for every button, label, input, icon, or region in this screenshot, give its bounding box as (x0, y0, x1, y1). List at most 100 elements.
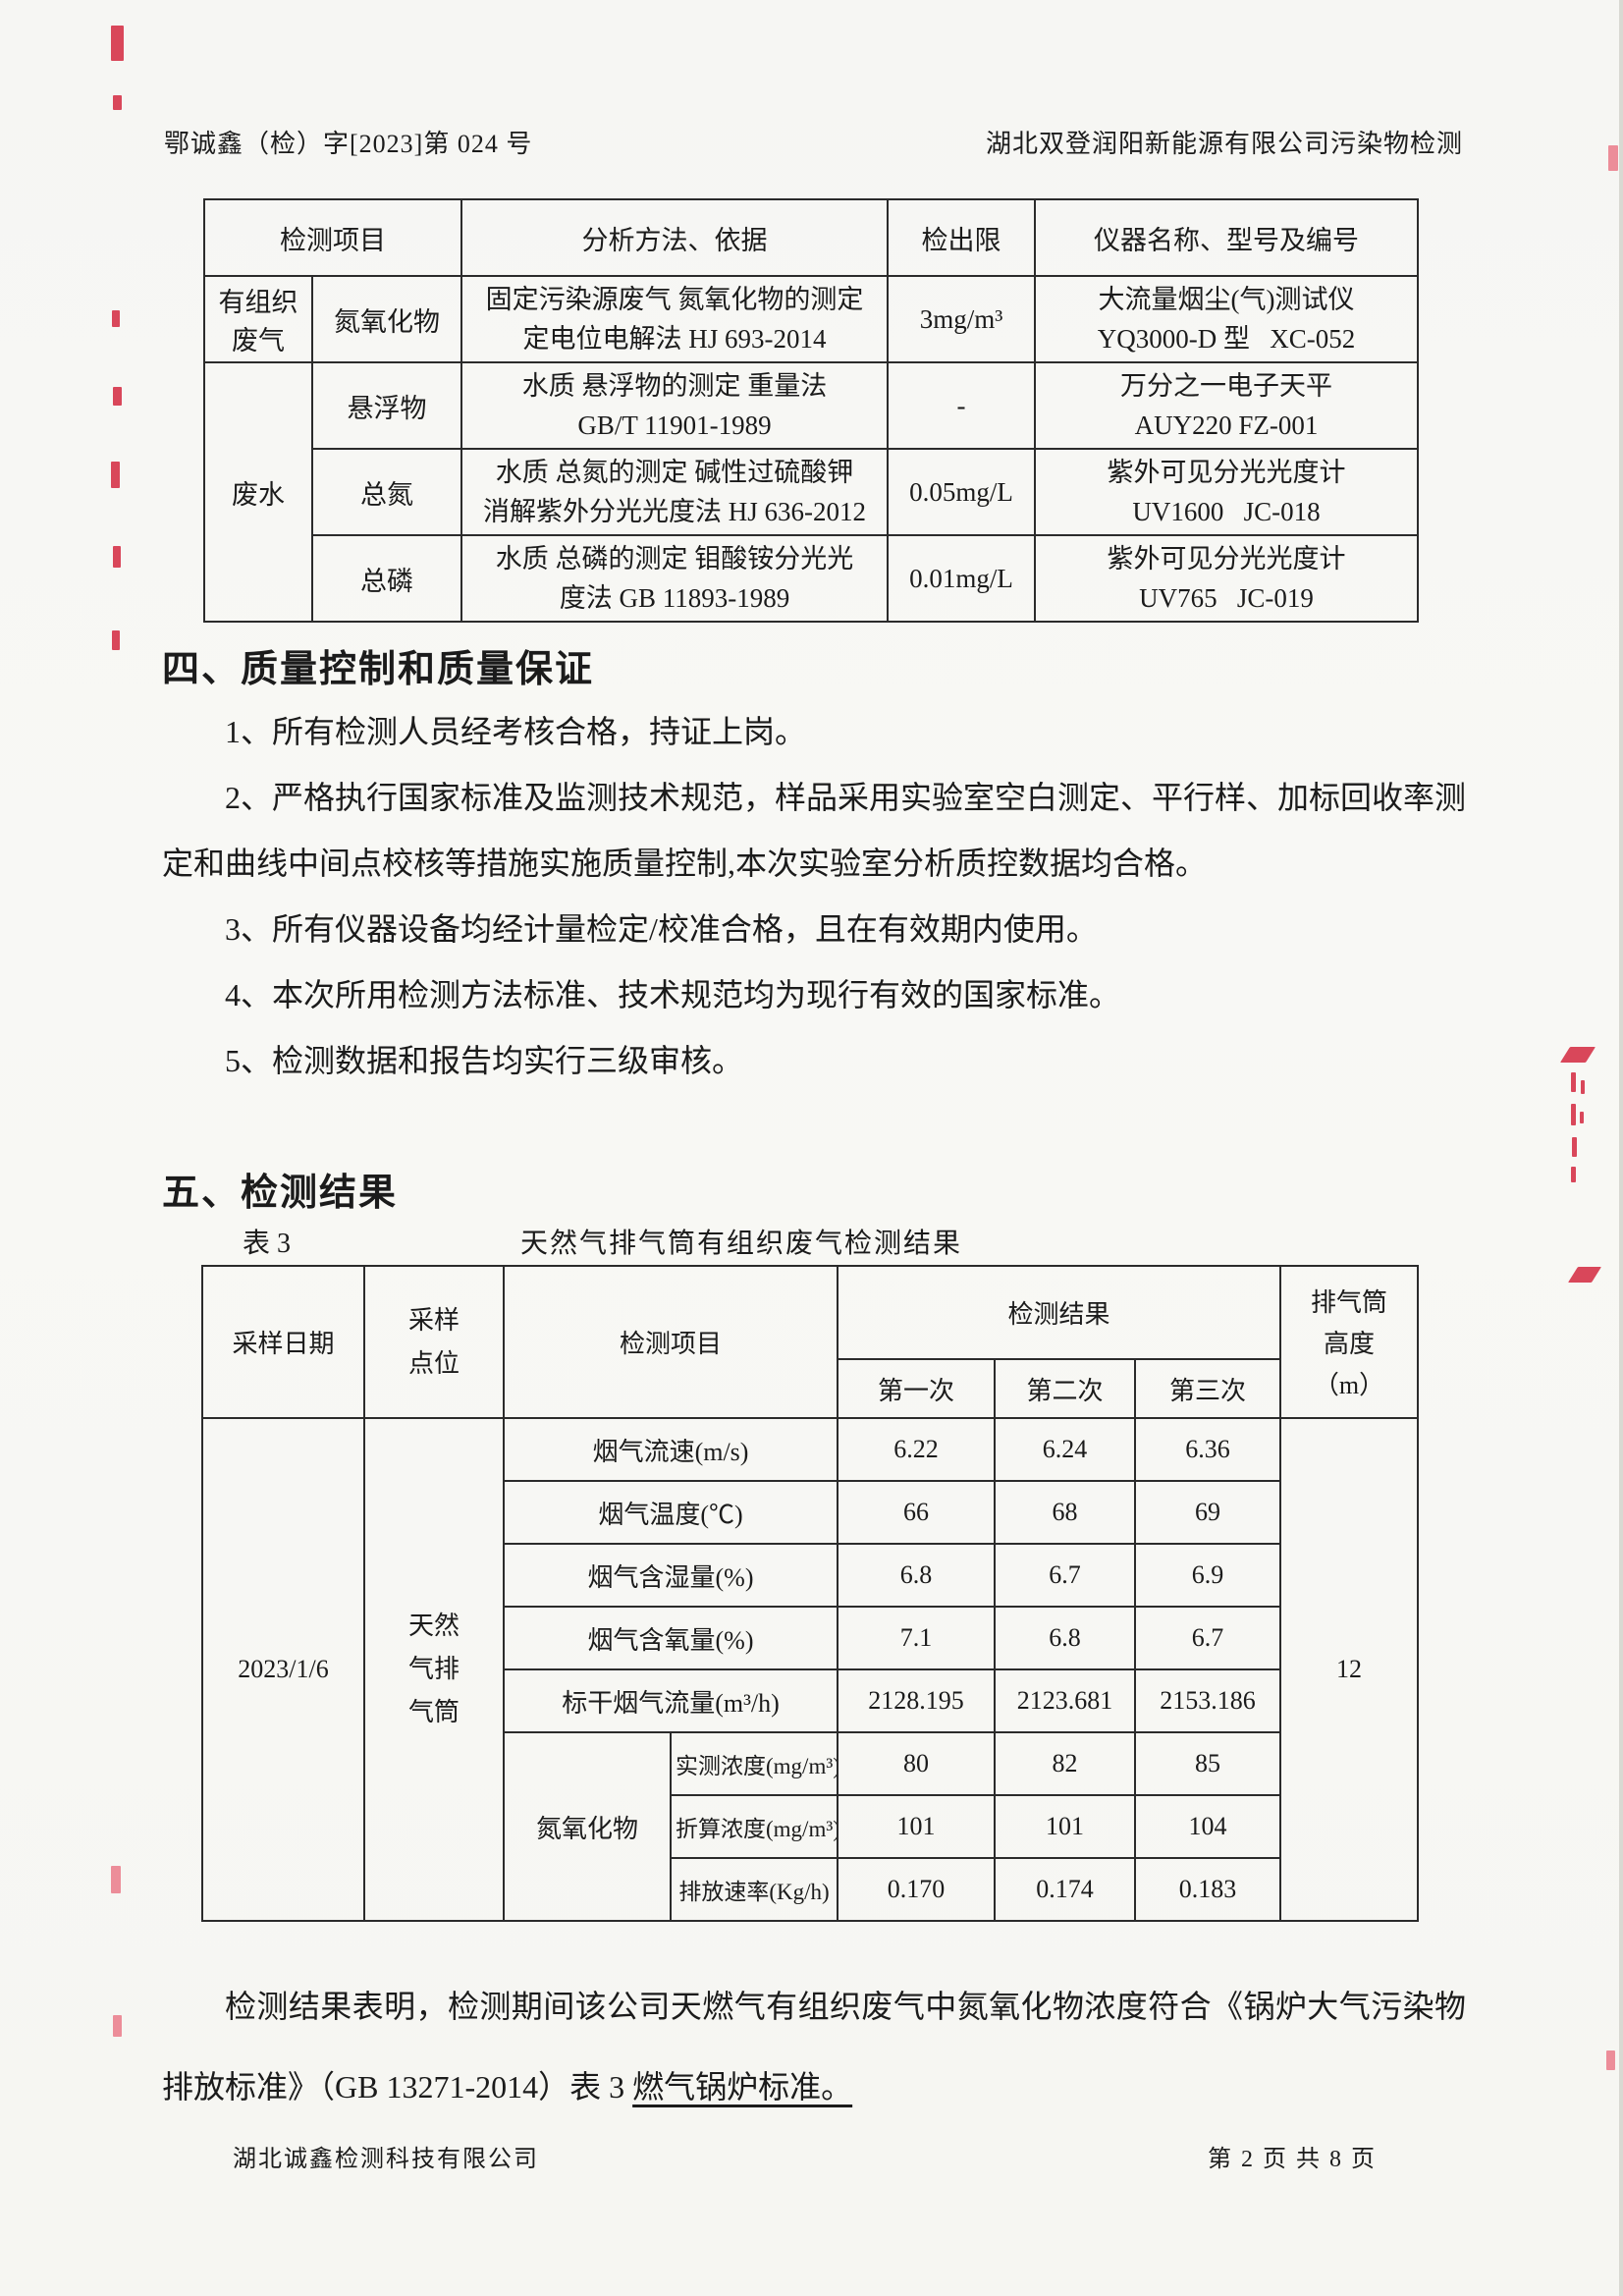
header-test3: 第三次 (1134, 1358, 1282, 1419)
table-row: 烟气含湿量(%) 6.8 6.7 6.9 (202, 1543, 1418, 1608)
method-cell: 水质 总氮的测定 碱性过硫酸钾 消解紫外分光光度法 HJ 636-2012 (460, 448, 889, 536)
method-line: 定电位电解法 HJ 693-2014 (522, 324, 827, 354)
instrument-cell: 大流量烟尘(气)测试仪 YQ3000-D 型 XC-052 (1034, 275, 1419, 363)
red-seal-mark (113, 387, 122, 406)
value-cell: 0.183 (1134, 1857, 1282, 1922)
instrument-line: 紫外可见分光光度计 (1107, 544, 1346, 574)
value-cell: 101 (837, 1794, 997, 1859)
qc-item-3: 3、所有仪器设备均经计量检定/校准合格，且在有效期内使用。 (225, 911, 1098, 947)
value-cell: 7.1 (837, 1606, 997, 1670)
page-footer: 湖北诚鑫检测科技有限公司 第 2 页 共 8 页 (233, 2139, 1377, 2173)
table-row: 标干烟气流量(m³/h) 2128.195 2123.681 2153.186 (202, 1668, 1418, 1733)
method-cell: 固定污染源废气 氮氧化物的测定 定电位电解法 HJ 693-2014 (460, 275, 889, 363)
value-cell: 6.7 (1134, 1606, 1282, 1670)
page-header: 鄂诚鑫（检）字[2023]第 024 号 湖北双登润阳新能源有限公司污染物检测 (164, 124, 1463, 160)
limit-cell: 0.01mg/L (887, 534, 1036, 623)
instrument-line: 大流量烟尘(气)测试仪 (1098, 285, 1355, 314)
category-cell: 有组织废气 (203, 275, 313, 363)
value-cell: 82 (994, 1731, 1137, 1796)
param-cell: 烟气流速(m/s) (502, 1417, 839, 1482)
value-cell: 85 (1134, 1731, 1282, 1796)
nox-label-cell: 氮氧化物 (503, 1731, 672, 1922)
value-cell: 6.22 (837, 1417, 997, 1482)
table-row: 2023/1/6 天然气排气筒 烟气流速(m/s) 6.22 6.24 6.36… (201, 1417, 1420, 1922)
qc-item-2: 2、严格执行国家标准及监测技术规范，样品采用实验室空白测定、平行样、加标回收率测… (162, 780, 1467, 881)
red-seal-mark (111, 1866, 121, 1893)
param-cell: 烟气含氧量(%) (502, 1606, 839, 1670)
red-seal-mark (1571, 1104, 1576, 1125)
header-test1: 第一次 (837, 1358, 997, 1419)
header-stack-height-text: 排气筒高度 (1311, 1288, 1388, 1358)
value-cell: 101 (994, 1794, 1137, 1859)
conclusion-text: 检测结果表明，检测期间该公司天燃气有组织废气中氮氧化物浓度符合《锅炉大气污染物排… (162, 1966, 1466, 2127)
red-seal-mark (113, 2015, 122, 2037)
red-seal-mark (1580, 1112, 1584, 1123)
red-seal-mark (111, 462, 120, 488)
instrument-line: AUY220 FZ-001 (1134, 410, 1319, 440)
red-seal-mark (113, 546, 121, 568)
red-seal-mark (1608, 145, 1618, 171)
header-test2: 第二次 (994, 1358, 1137, 1419)
param-cell: 烟气含湿量(%) (502, 1543, 839, 1608)
stack-height-cell: 12 (1279, 1417, 1420, 1922)
method-line: 固定污染源废气 氮氧化物的测定 (485, 285, 864, 314)
header-item: 检测项目 (203, 198, 462, 277)
value-cell: 6.36 (1134, 1417, 1282, 1482)
table-row: 有组织废气 氮氧化物 固定污染源废气 氮氧化物的测定 定电位电解法 HJ 693… (203, 275, 1419, 363)
value-cell: 6.8 (994, 1606, 1137, 1670)
category-cell: 废水 (203, 361, 313, 623)
red-seal-mark (1568, 1267, 1601, 1283)
red-seal-mark (112, 630, 120, 650)
table-row: 排放速率(Kg/h) 0.170 0.174 0.183 (202, 1857, 1418, 1922)
instrument-line: 紫外可见分光光度计 (1107, 458, 1346, 487)
param-cell: 标干烟气流量(m³/h) (502, 1668, 839, 1733)
table-row: 烟气含氧量(%) 7.1 6.8 6.7 (202, 1606, 1418, 1670)
sample-point-text: 天然气排气筒 (407, 1612, 460, 1726)
sample-point-cell: 天然气排气筒 (363, 1417, 505, 1922)
table-row: 折算浓度(mg/m³) 101 101 104 (202, 1794, 1418, 1859)
instrument-line: 万分之一电子天平 (1120, 371, 1332, 401)
table-row: 氮氧化物 实测浓度(mg/m³) 80 82 85 (202, 1731, 1418, 1922)
value-cell: 6.24 (994, 1417, 1137, 1482)
method-table: 检测项目 分析方法、依据 检出限 仪器名称、型号及编号 有组织废气 氮氧化物 固… (203, 198, 1419, 623)
section5-title: 五、检测结果 (162, 1173, 399, 1214)
item-cell: 悬浮物 (311, 361, 462, 450)
method-line: 水质 悬浮物的测定 重量法 (521, 371, 828, 401)
footer-page-number: 第 2 页 共 8 页 (1208, 2147, 1377, 2172)
red-seal-mark (1560, 1047, 1596, 1063)
value-cell: 0.170 (837, 1857, 997, 1922)
method-line: 消解紫外分光光度法 HJ 636-2012 (483, 497, 866, 526)
qc-item-1: 1、所有检测人员经考核合格，持证上岗。 (225, 714, 807, 749)
qc-item-5: 5、检测数据和报告均实行三级审核。 (225, 1043, 744, 1078)
method-table-header-row: 检测项目 分析方法、依据 检出限 仪器名称、型号及编号 (203, 198, 1419, 277)
instrument-cell: 紫外可见分光光度计 UV1600 JC-018 (1034, 448, 1419, 536)
method-cell: 水质 悬浮物的测定 重量法 GB/T 11901-1989 (460, 361, 889, 450)
limit-cell: 3mg/m³ (887, 275, 1036, 363)
header-instrument: 仪器名称、型号及编号 (1034, 198, 1419, 277)
param-cell: 排放速率(Kg/h) (669, 1857, 839, 1922)
value-cell: 80 (837, 1731, 997, 1796)
red-seal-mark (112, 310, 120, 327)
doc-number: 鄂诚鑫（检）字[2023]第 024 号 (164, 130, 533, 158)
value-cell: 2153.186 (1134, 1668, 1282, 1733)
item-cell: 氮氧化物 (311, 275, 462, 363)
table-row: 总氮 水质 总氮的测定 碱性过硫酸钾 消解紫外分光光度法 HJ 636-2012… (204, 448, 1419, 536)
item-cell: 总氮 (311, 448, 462, 536)
conclusion-underlined: 燃气锅炉标准。 (632, 2069, 853, 2105)
method-line: 水质 总磷的测定 钼酸铵分光光 (495, 544, 854, 574)
table3-caption-title: 天然气排气筒有组织废气检测结果 (520, 1229, 963, 1259)
header-stack-height-unit: （m） (1313, 1371, 1385, 1399)
instrument-cell: 万分之一电子天平 AUY220 FZ-001 (1034, 361, 1419, 450)
header-param: 检测项目 (502, 1265, 839, 1419)
footer-company: 湖北诚鑫检测科技有限公司 (233, 2147, 539, 2172)
value-cell: 2123.681 (994, 1668, 1137, 1733)
header-result: 检测结果 (837, 1265, 1282, 1360)
header-sample-point-text: 采样点位 (407, 1305, 460, 1378)
limit-cell: 0.05mg/L (887, 448, 1036, 536)
value-cell: 6.7 (994, 1543, 1137, 1608)
header-limit: 检出限 (887, 198, 1036, 277)
value-cell: 66 (837, 1480, 997, 1545)
value-cell: 104 (1134, 1794, 1282, 1859)
header-sample-point: 采样点位 (363, 1265, 505, 1419)
